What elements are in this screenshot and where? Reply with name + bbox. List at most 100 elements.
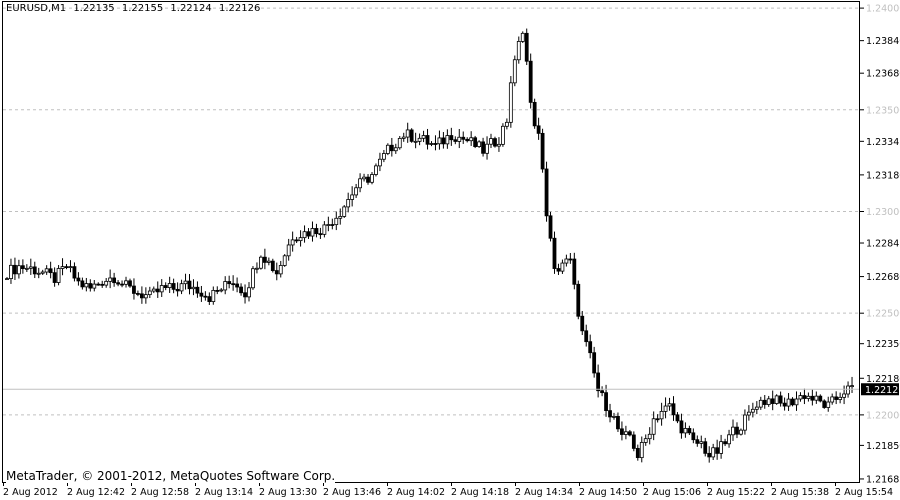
- candle-body: [342, 206, 347, 217]
- time-axis[interactable]: 2 Aug 2012 2 Aug 12:42 2 Aug 12:58 2 Aug 13…: [3, 482, 893, 498]
- candle: [175, 282, 180, 297]
- candle: [354, 183, 359, 198]
- candle-body: [746, 411, 751, 416]
- candle: [548, 211, 553, 242]
- candle-body: [794, 398, 799, 406]
- candle: [199, 285, 204, 302]
- candle-body: [64, 266, 69, 269]
- candle: [826, 396, 831, 412]
- candle: [20, 259, 25, 274]
- candle: [497, 137, 501, 152]
- candle: [576, 280, 581, 320]
- candle: [9, 258, 13, 284]
- candle-body: [179, 283, 184, 292]
- candle: [445, 129, 450, 149]
- candle-body: [28, 266, 33, 269]
- candle-body: [620, 428, 624, 435]
- candle-body: [433, 143, 438, 145]
- candle: [259, 255, 263, 270]
- candle-body: [9, 264, 13, 280]
- candle: [223, 276, 228, 295]
- candle-body: [556, 268, 561, 272]
- candle-body: [667, 403, 672, 407]
- candle-body: [782, 402, 787, 407]
- candle-body: [405, 129, 410, 138]
- candle-body: [48, 268, 53, 274]
- price-axis[interactable]: 1.24000 1.23840 1.23680 1.23500 1.23345 1.231…: [860, 4, 900, 486]
- candle-body: [306, 231, 311, 237]
- candle-body: [266, 260, 271, 263]
- candle: [429, 141, 434, 147]
- candle-body: [132, 285, 136, 294]
- candle: [750, 402, 755, 418]
- candle: [493, 136, 497, 148]
- candle: [639, 436, 644, 463]
- candle-body: [393, 147, 398, 152]
- candle: [659, 402, 664, 426]
- candle: [104, 278, 109, 288]
- candle-body: [68, 266, 73, 269]
- candle-body: [786, 398, 791, 407]
- candle: [171, 278, 176, 294]
- candle-body: [32, 266, 37, 275]
- candle: [834, 391, 839, 405]
- candle-body: [223, 281, 228, 291]
- candle-body: [100, 283, 105, 286]
- candle-body: [159, 285, 164, 293]
- candle: [564, 254, 569, 267]
- candle-body: [635, 448, 640, 459]
- candle: [318, 227, 323, 239]
- candle: [409, 128, 414, 143]
- candle: [433, 135, 438, 151]
- candle-body: [13, 264, 17, 275]
- candle-body: [560, 262, 565, 272]
- candle-body: [651, 418, 656, 435]
- candle-body: [354, 187, 359, 196]
- plot-frame: [2, 1, 860, 483]
- candle-body: [850, 385, 854, 388]
- candle-body: [838, 396, 843, 400]
- candle-body: [5, 278, 9, 281]
- candle-body: [80, 280, 85, 288]
- y-tick-label: 1.22180: [866, 374, 900, 385]
- candle: [790, 397, 795, 407]
- candle: [457, 128, 462, 149]
- candle: [179, 279, 184, 295]
- candle: [604, 384, 608, 417]
- candle-body: [501, 125, 505, 145]
- candle: [310, 221, 315, 242]
- candle-body: [183, 280, 188, 285]
- candle-body: [449, 135, 454, 141]
- candle: [358, 173, 362, 193]
- candle-body: [580, 315, 585, 332]
- candle-body: [806, 395, 811, 399]
- candle: [778, 391, 783, 407]
- candle-body: [441, 137, 446, 145]
- candle: [60, 258, 65, 276]
- candle-body: [116, 282, 120, 285]
- candle-body: [409, 129, 414, 142]
- candle: [588, 334, 593, 359]
- candle: [647, 427, 652, 445]
- candle: [112, 272, 117, 287]
- y-tick-label: 1.22350: [866, 339, 900, 350]
- candle: [746, 405, 751, 421]
- candle: [631, 431, 636, 452]
- candle-body: [536, 125, 541, 134]
- candle: [5, 276, 9, 281]
- candle-body: [516, 41, 521, 61]
- candle-body: [417, 137, 422, 142]
- candle: [346, 192, 351, 213]
- candle: [437, 130, 442, 150]
- candle: [643, 434, 648, 446]
- candle-body: [671, 403, 676, 416]
- candle-body: [691, 432, 696, 441]
- candle: [600, 386, 604, 397]
- candle-body: [552, 237, 557, 269]
- y-tick-label: 1.21850: [866, 441, 900, 452]
- candle: [620, 421, 624, 441]
- candle: [504, 118, 509, 130]
- candle: [707, 446, 712, 463]
